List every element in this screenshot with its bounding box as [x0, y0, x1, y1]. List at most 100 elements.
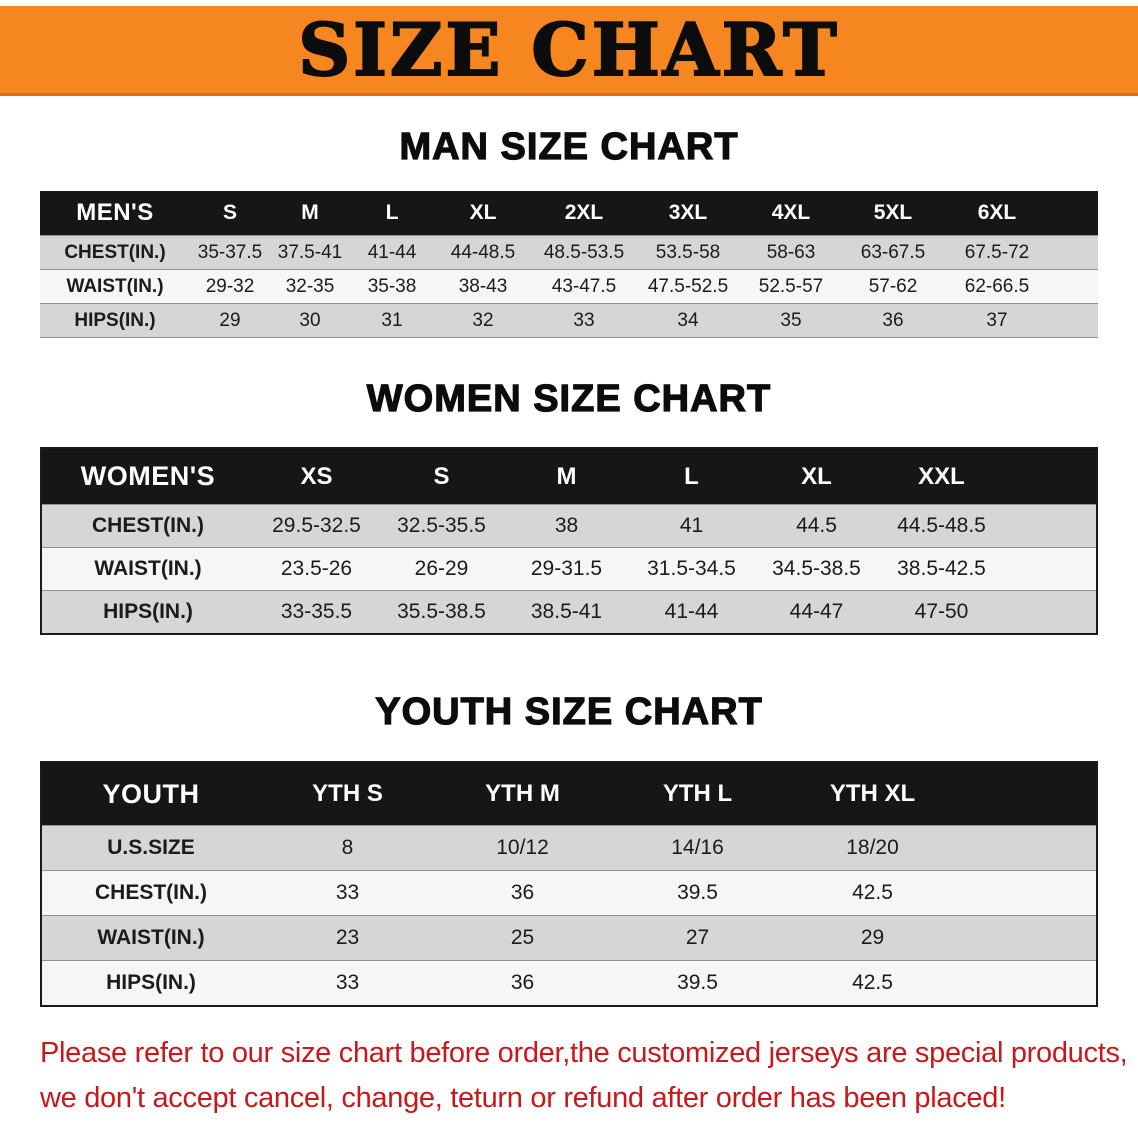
size-value-cell: 44-47: [789, 600, 844, 623]
size-value-cell: 32.5-35.5: [397, 514, 486, 537]
size-value-cell: 38-43: [458, 275, 508, 297]
size-value-cell: 58-63: [766, 241, 816, 263]
size-value-cell: 42.5: [852, 971, 893, 994]
row-label: HIPS(IN.): [103, 600, 193, 623]
men-section-title: MAN SIZE CHART: [399, 125, 739, 168]
youth-ussize-row: U.S.SIZE 8 10/12 14/16 18/20: [42, 825, 1096, 870]
size-value-cell: 48.5-53.5: [543, 241, 625, 263]
disclaimer-line-1: Please refer to our size chart before or…: [40, 1037, 1128, 1069]
size-value-cell: 57-62: [868, 275, 918, 297]
size-value-cell: 34: [677, 309, 699, 331]
men-waist-row: WAIST(IN.) 29-32 32-35 35-38 38-43 43-47…: [40, 269, 1098, 303]
youth-header-cell: YTH L: [662, 780, 733, 807]
size-value-cell: 38: [554, 514, 579, 537]
women-size-table: WOMEN'S XS S M L XL XXL CHEST(IN.) 29.5-…: [40, 447, 1098, 635]
men-header-cell: 4XL: [771, 201, 811, 224]
size-value-cell: 31.5-34.5: [647, 557, 736, 580]
youth-header-cell: YTH M: [485, 780, 560, 807]
size-value-cell: 35-38: [367, 275, 417, 297]
size-value-cell: 36: [510, 971, 535, 994]
size-value-cell: 29.5-32.5: [272, 514, 361, 537]
row-label: CHEST(IN.): [92, 514, 204, 537]
size-value-cell: 31: [381, 309, 403, 331]
size-value-cell: 18/20: [846, 836, 899, 859]
size-value-cell: 33: [335, 881, 360, 904]
size-value-cell: 53.5-58: [655, 241, 721, 263]
youth-header-cell: YTH S: [312, 780, 383, 807]
size-value-cell: 29-31.5: [530, 557, 603, 580]
size-value-cell: 38.5-41: [530, 600, 603, 623]
row-label: HIPS(IN.): [106, 971, 196, 994]
youth-size-table: YOUTH YTH S YTH M YTH L YTH XL U.S.SIZE …: [40, 761, 1098, 1007]
size-value-cell: 62-66.5: [964, 275, 1030, 297]
size-value-cell: 39.5: [677, 971, 718, 994]
size-value-cell: 36: [882, 309, 904, 331]
size-value-cell: 47-50: [914, 600, 969, 623]
size-value-cell: 41-44: [367, 241, 417, 263]
men-header-label: MEN'S: [76, 199, 154, 226]
women-header-cell: XXL: [918, 462, 965, 490]
page-title: SIZE CHART: [297, 6, 840, 93]
size-value-cell: 29: [860, 926, 885, 949]
row-label: HIPS(IN.): [74, 309, 156, 331]
size-value-cell: 41: [679, 514, 704, 537]
size-value-cell: 10/12: [496, 836, 549, 859]
youth-header-cell: YTH XL: [829, 780, 916, 807]
youth-section-title: YOUTH SIZE CHART: [375, 690, 763, 733]
size-value-cell: 52.5-57: [758, 275, 824, 297]
men-header-cell: XL: [469, 201, 497, 224]
size-value-cell: 33-35.5: [280, 600, 353, 623]
disclaimer: Please refer to our size chart before or…: [40, 1031, 1128, 1121]
women-waist-row: WAIST(IN.) 23.5-26 26-29 29-31.5 31.5-34…: [42, 547, 1096, 590]
size-value-cell: 42.5: [852, 881, 893, 904]
women-section-title: WOMEN SIZE CHART: [366, 377, 772, 420]
men-header-cell: M: [301, 201, 319, 224]
men-header-cell: 3XL: [668, 201, 708, 224]
size-value-cell: 39.5: [677, 881, 718, 904]
row-label: U.S.SIZE: [107, 836, 195, 859]
youth-waist-row: WAIST(IN.) 23 25 27 29: [42, 915, 1096, 960]
women-header-label: WOMEN'S: [80, 461, 216, 491]
women-header-cell: L: [684, 462, 699, 490]
women-header-cell: M: [556, 462, 577, 490]
size-value-cell: 44.5-48.5: [897, 514, 986, 537]
size-value-cell: 14/16: [671, 836, 724, 859]
size-value-cell: 30: [299, 309, 321, 331]
size-value-cell: 34.5-38.5: [772, 557, 861, 580]
men-header-cell: L: [385, 201, 399, 224]
size-value-cell: 25: [510, 926, 535, 949]
youth-hips-row: HIPS(IN.) 33 36 39.5 42.5: [42, 960, 1096, 1005]
men-header-cell: 5XL: [873, 201, 913, 224]
size-value-cell: 33: [573, 309, 595, 331]
row-label: CHEST(IN.): [64, 241, 166, 263]
women-table-header-row: WOMEN'S XS S M L XL XXL: [42, 449, 1096, 504]
women-chest-row: CHEST(IN.) 29.5-32.5 32.5-35.5 38 41 44.…: [42, 504, 1096, 547]
size-value-cell: 29-32: [205, 275, 255, 297]
size-value-cell: 32-35: [285, 275, 335, 297]
size-value-cell: 44-48.5: [450, 241, 516, 263]
row-label: WAIST(IN.): [66, 275, 164, 297]
size-value-cell: 38.5-42.5: [897, 557, 986, 580]
women-header-cell: XL: [801, 462, 832, 490]
size-value-cell: 47.5-52.5: [647, 275, 729, 297]
size-value-cell: 29: [219, 309, 241, 331]
size-value-cell: 32: [472, 309, 494, 331]
size-value-cell: 67.5-72: [964, 241, 1030, 263]
men-header-cell: S: [222, 201, 237, 224]
size-value-cell: 35-37.5: [197, 241, 263, 263]
row-label: WAIST(IN.): [94, 557, 202, 580]
women-hips-row: HIPS(IN.) 33-35.5 35.5-38.5 38.5-41 41-4…: [42, 590, 1096, 633]
row-label: WAIST(IN.): [97, 926, 205, 949]
men-chest-row: CHEST(IN.) 35-37.5 37.5-41 41-44 44-48.5…: [40, 235, 1098, 269]
size-value-cell: 43-47.5: [551, 275, 617, 297]
size-value-cell: 41-44: [664, 600, 719, 623]
size-value-cell: 26-29: [414, 557, 469, 580]
size-value-cell: 37: [986, 309, 1008, 331]
youth-table-header-row: YOUTH YTH S YTH M YTH L YTH XL: [42, 763, 1096, 825]
women-header-cell: S: [433, 462, 450, 490]
row-label: CHEST(IN.): [95, 881, 207, 904]
size-value-cell: 63-67.5: [860, 241, 926, 263]
size-value-cell: 37.5-41: [277, 241, 343, 263]
youth-header-label: YOUTH: [102, 778, 200, 809]
